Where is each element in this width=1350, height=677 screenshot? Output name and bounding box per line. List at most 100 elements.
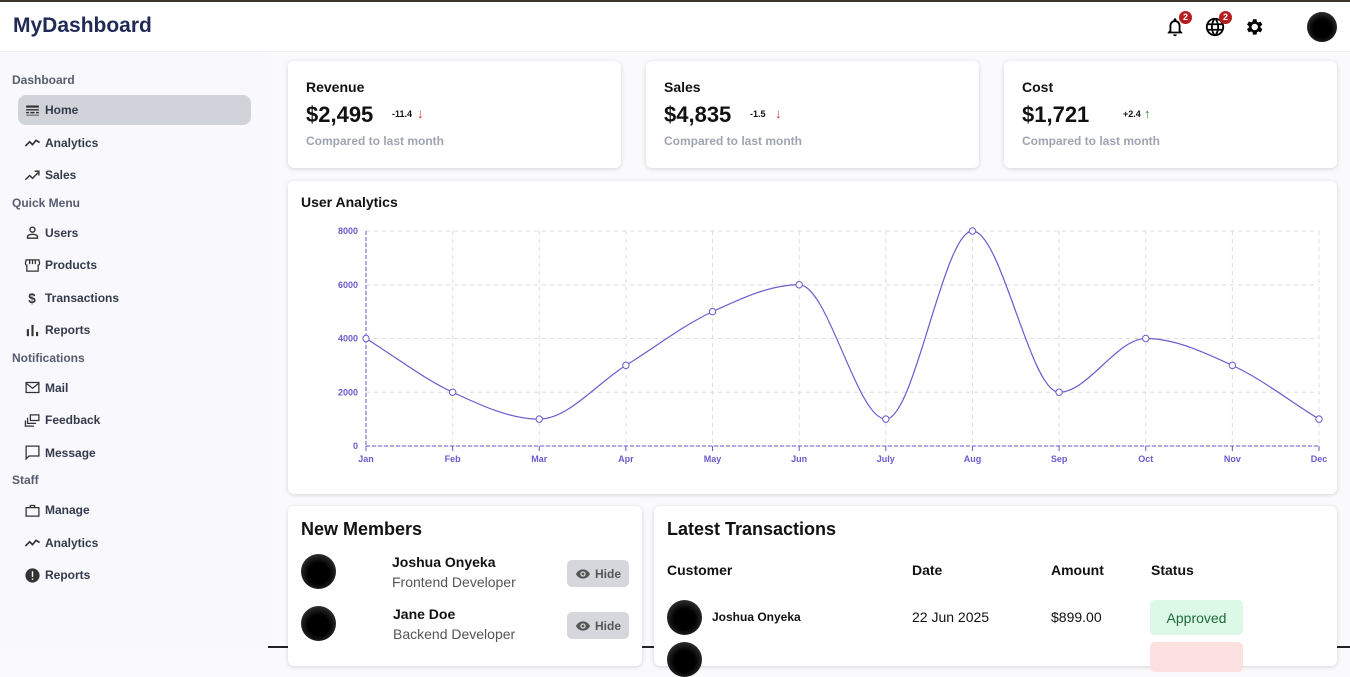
app-logo[interactable]: MyDashboard	[13, 14, 152, 37]
data-point	[708, 307, 717, 316]
sidebar-item-manage[interactable]: Manage	[18, 495, 251, 525]
stat-card-sales: Sales $4,835 -1.5 ↓ Compared to last mon…	[646, 61, 979, 168]
sidebar-item-transactions[interactable]: $ Transactions	[18, 283, 251, 313]
sidebar-item-label: Feedback	[45, 413, 101, 427]
sidebar-item-mail[interactable]: Mail	[18, 373, 251, 403]
mail-icon	[25, 381, 40, 394]
stat-value: $4,835	[664, 102, 732, 127]
customer-avatar	[667, 600, 702, 635]
customer-avatar	[667, 642, 702, 677]
bar-chart-icon	[26, 324, 39, 336]
sidebar-item-analytics[interactable]: Analytics	[18, 128, 251, 158]
storefront-icon	[24, 258, 41, 272]
data-point	[1315, 415, 1323, 423]
member-role: Backend Developer	[393, 626, 516, 642]
x-tick-label: Apr	[618, 454, 634, 464]
sidebar-item-sales[interactable]: Sales	[18, 160, 251, 190]
stat-note: Compared to last month	[1022, 134, 1161, 148]
col-header-date: Date	[912, 562, 943, 578]
trending-up-icon	[24, 170, 40, 180]
sidebar-item-label: Reports	[45, 568, 91, 582]
eye-icon	[575, 620, 590, 631]
settings-button[interactable]	[1243, 16, 1265, 38]
stat-title: Revenue	[306, 79, 365, 95]
sidebar-item-home[interactable]: Home	[18, 95, 251, 125]
report-icon	[25, 567, 40, 583]
customer-name: Joshua Onyeka	[712, 610, 801, 624]
sidebar-section-title: Staff	[12, 473, 39, 487]
stat-title: Cost	[1022, 79, 1054, 95]
y-tick-label: 2000	[338, 387, 358, 397]
sidebar-item-label: Home	[45, 103, 79, 117]
eye-icon	[575, 568, 590, 579]
member-avatar	[301, 606, 336, 641]
hide-label: Hide	[594, 566, 621, 581]
sidebar-section-title: Quick Menu	[12, 195, 81, 210]
status-badge: Approved	[1150, 600, 1243, 635]
new-members-card: New Members Joshua Onyeka Frontend Devel…	[288, 506, 642, 666]
chat-icon	[25, 445, 40, 461]
series-line	[365, 230, 1320, 420]
user-avatar[interactable]	[1307, 12, 1337, 42]
sidebar-item-reports[interactable]: Reports	[18, 315, 251, 345]
stat-delta: -11.4	[392, 109, 413, 119]
language-button[interactable]: 2	[1204, 11, 1232, 38]
arrow-down-icon: ↓	[775, 106, 782, 121]
hide-button[interactable]: Hide	[567, 612, 629, 639]
member-name: Jane Doe	[393, 606, 456, 622]
data-point	[968, 227, 977, 235]
data-point	[362, 334, 370, 343]
x-tick-label: Dec	[1311, 454, 1328, 464]
col-header-amount: Amount	[1051, 562, 1104, 578]
sidebar-item-label: Manage	[45, 503, 90, 517]
x-tick-label: Aug	[964, 454, 982, 464]
arrow-up-icon: ↑	[1144, 106, 1151, 121]
x-tick-label: Feb	[445, 454, 462, 464]
new-members-title: New Members	[301, 519, 423, 539]
sidebar-item-label: Mail	[45, 380, 69, 395]
data-point	[1142, 334, 1150, 343]
latest-transactions-card: Latest Transactions Customer Date Amount…	[654, 506, 1337, 677]
data-point	[882, 415, 890, 423]
sidebar-item-reports[interactable]: Reports	[18, 560, 251, 590]
data-point	[535, 415, 543, 423]
y-tick-label: 0	[353, 441, 358, 451]
y-tick-label: 8000	[338, 226, 358, 236]
sidebar-item-label: Analytics	[45, 135, 99, 150]
x-tick-label: Mar	[531, 454, 548, 464]
sidebar-item-message[interactable]: Message	[18, 438, 251, 468]
stat-note: Compared to last month	[306, 134, 445, 148]
latest-transactions-title: Latest Transactions	[667, 519, 837, 539]
sidebar-item-feedback[interactable]: Feedback	[18, 405, 251, 435]
stat-card-cost: Cost $1,721 +2.4 ↑ Compared to last mont…	[1004, 61, 1337, 168]
x-tick-label: Jun	[791, 454, 807, 464]
x-tick-label: Nov	[1224, 454, 1241, 464]
hide-button[interactable]: Hide	[567, 560, 629, 587]
member-avatar	[301, 554, 336, 589]
sidebar-item-label: Transactions	[45, 290, 120, 305]
home-icon	[26, 105, 39, 115]
notification-badge: 2	[1179, 11, 1192, 24]
data-point	[1228, 361, 1237, 370]
member-role: Frontend Developer	[392, 574, 516, 590]
notifications-button[interactable]: 2	[1164, 11, 1192, 38]
transaction-amount: $899.00	[1051, 609, 1102, 625]
stat-delta: +2.4	[1123, 109, 1141, 119]
sidebar-section-title: Dashboard	[12, 73, 75, 87]
stat-delta: -1.5	[750, 109, 766, 119]
chart-title: User Analytics	[301, 194, 398, 210]
bell-icon	[1167, 18, 1183, 37]
data-point	[448, 388, 457, 396]
sidebar: Dashboard Home Analytics Sales Quick Menu Use…	[0, 53, 268, 650]
stat-card-revenue: Revenue $2,495 -11.4 ↓ Compared to last …	[288, 61, 621, 168]
data-point	[622, 361, 630, 370]
timeline-icon	[24, 139, 41, 147]
sidebar-item-products[interactable]: Products	[18, 250, 251, 280]
user-analytics-card: User Analytics 0 2000 4000 6000 8000 Jan Feb Ma…	[288, 181, 1337, 494]
x-tick-label: Jan	[358, 454, 374, 464]
sidebar-item-analytics[interactable]: Analytics	[18, 528, 251, 558]
user-icon	[26, 226, 39, 239]
sidebar-item-users[interactable]: Users	[18, 218, 251, 248]
stat-title: Sales	[664, 79, 701, 95]
gear-icon	[1247, 19, 1263, 35]
